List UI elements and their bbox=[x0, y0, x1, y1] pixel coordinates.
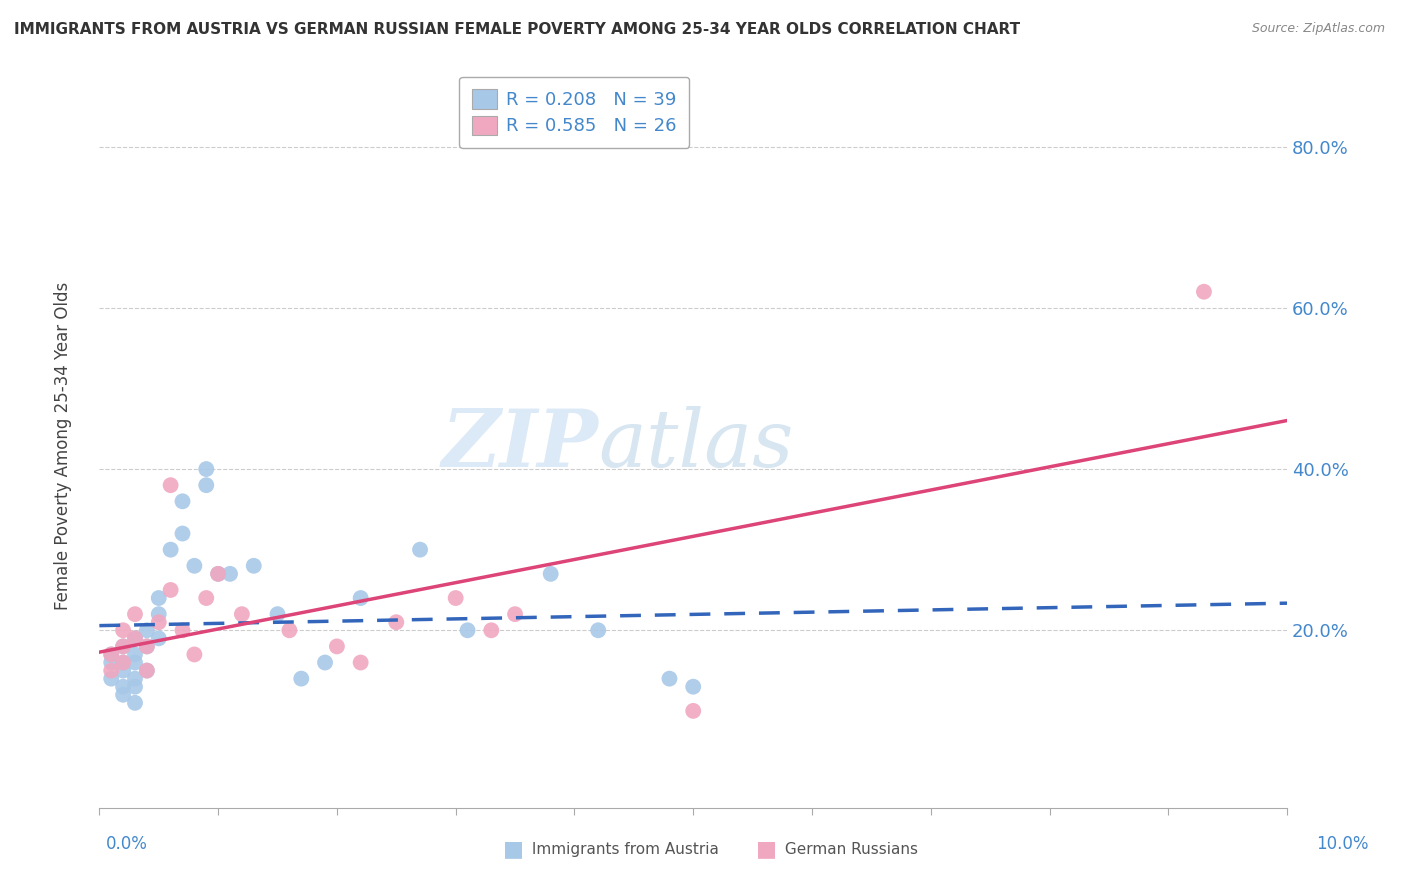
Point bbox=[124, 648, 146, 662]
Point bbox=[135, 664, 157, 678]
Text: IMMIGRANTS FROM AUSTRIA VS GERMAN RUSSIAN FEMALE POVERTY AMONG 25-34 YEAR OLDS C: IMMIGRANTS FROM AUSTRIA VS GERMAN RUSSIA… bbox=[14, 22, 1021, 37]
Point bbox=[135, 624, 157, 638]
Point bbox=[135, 640, 157, 654]
Point bbox=[112, 664, 135, 678]
Point bbox=[290, 672, 312, 686]
Point bbox=[100, 664, 122, 678]
Point bbox=[195, 462, 218, 476]
Text: ■: ■ bbox=[756, 839, 776, 859]
Point bbox=[135, 640, 157, 654]
Point bbox=[135, 664, 157, 678]
Point bbox=[219, 566, 242, 581]
Point bbox=[112, 656, 135, 670]
Point bbox=[100, 648, 122, 662]
Point bbox=[195, 478, 218, 492]
Point bbox=[172, 624, 194, 638]
Point bbox=[148, 591, 170, 605]
Point bbox=[682, 704, 704, 718]
Point bbox=[112, 688, 135, 702]
Point bbox=[586, 624, 609, 638]
Point bbox=[503, 607, 526, 622]
Point bbox=[100, 672, 122, 686]
Text: 10.0%: 10.0% bbox=[1316, 835, 1369, 853]
Point bbox=[172, 494, 194, 508]
Point bbox=[242, 558, 264, 573]
Point bbox=[172, 526, 194, 541]
Legend: R = 0.208   N = 39, R = 0.585   N = 26: R = 0.208 N = 39, R = 0.585 N = 26 bbox=[460, 77, 689, 148]
Point bbox=[124, 680, 146, 694]
Point bbox=[540, 566, 562, 581]
Text: 0.0%: 0.0% bbox=[105, 835, 148, 853]
Point bbox=[124, 632, 146, 646]
Point bbox=[350, 656, 373, 670]
Point bbox=[112, 640, 135, 654]
Point bbox=[112, 640, 135, 654]
Point bbox=[278, 624, 301, 638]
Point bbox=[385, 615, 408, 630]
Point bbox=[124, 672, 146, 686]
Point bbox=[266, 607, 288, 622]
Point bbox=[112, 624, 135, 638]
Point bbox=[100, 648, 122, 662]
Text: Source: ZipAtlas.com: Source: ZipAtlas.com bbox=[1251, 22, 1385, 36]
Point bbox=[159, 582, 181, 597]
Text: Female Poverty Among 25-34 Year Olds: Female Poverty Among 25-34 Year Olds bbox=[55, 282, 72, 610]
Text: atlas: atlas bbox=[598, 406, 793, 483]
Point bbox=[148, 632, 170, 646]
Point bbox=[159, 542, 181, 557]
Point bbox=[183, 648, 205, 662]
Point bbox=[124, 632, 146, 646]
Point bbox=[112, 680, 135, 694]
Point bbox=[1192, 285, 1215, 299]
Point bbox=[326, 640, 349, 654]
Point bbox=[409, 542, 432, 557]
Point bbox=[350, 591, 373, 605]
Point bbox=[457, 624, 479, 638]
Point bbox=[314, 656, 336, 670]
Text: ZIP: ZIP bbox=[441, 406, 598, 483]
Point bbox=[207, 566, 229, 581]
Point bbox=[207, 566, 229, 581]
Point bbox=[159, 478, 181, 492]
Point bbox=[682, 680, 704, 694]
Point bbox=[124, 696, 146, 710]
Point bbox=[124, 656, 146, 670]
Point bbox=[444, 591, 467, 605]
Point bbox=[100, 656, 122, 670]
Text: ■: ■ bbox=[503, 839, 523, 859]
Point bbox=[112, 656, 135, 670]
Point bbox=[183, 558, 205, 573]
Point bbox=[231, 607, 253, 622]
Text: German Russians: German Russians bbox=[780, 842, 918, 856]
Point bbox=[479, 624, 502, 638]
Point bbox=[195, 591, 218, 605]
Point bbox=[148, 607, 170, 622]
Point bbox=[148, 615, 170, 630]
Text: Immigrants from Austria: Immigrants from Austria bbox=[527, 842, 718, 856]
Point bbox=[658, 672, 681, 686]
Point bbox=[124, 607, 146, 622]
